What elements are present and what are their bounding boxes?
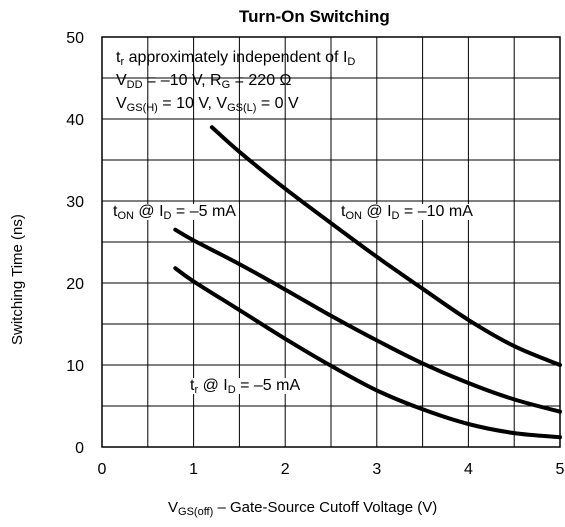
x-tick-label: 2: [281, 461, 290, 478]
y-tick-label: 50: [66, 30, 84, 47]
annotation-ton-5ma: tON @ ID = –5 mA: [110, 204, 239, 222]
series-ton-5ma-line: [173, 227, 562, 414]
condition-line-3: VGS(H) = 10 V, VGS(L) = 0 V: [116, 95, 299, 114]
y-tick-label: 30: [66, 194, 84, 211]
annotation-tr-5ma: tr @ ID = –5 mA: [187, 378, 304, 396]
x-tick-label: 4: [464, 461, 473, 478]
x-tick-label: 5: [556, 461, 565, 478]
condition-line-2: VDD = –10 V, RG = 220 Ω: [116, 72, 292, 91]
series-tr-5ma-line: [173, 266, 562, 440]
condition-line-1: tr approximately independent of ID: [116, 49, 356, 68]
x-tick-label: 1: [189, 461, 198, 478]
x-tick-label: 3: [372, 461, 381, 478]
series-ton-10ma-line: [209, 125, 562, 367]
y-tick-label: 40: [66, 112, 84, 129]
chart-title: Turn-On Switching: [239, 7, 390, 26]
plot-frame: [101, 36, 561, 448]
y-tick-label: 20: [66, 276, 84, 293]
x-tick-label: 0: [98, 461, 107, 478]
y-tick-label: 0: [75, 440, 84, 457]
x-axis-label: VGS(off) – Gate-Source Cutoff Voltage (V…: [168, 499, 438, 518]
y-axis-label: Switching Time (ns): [9, 214, 26, 345]
annotation-ton-10ma: tON @ ID = –10 mA: [338, 204, 476, 222]
y-tick-label: 10: [66, 358, 84, 375]
